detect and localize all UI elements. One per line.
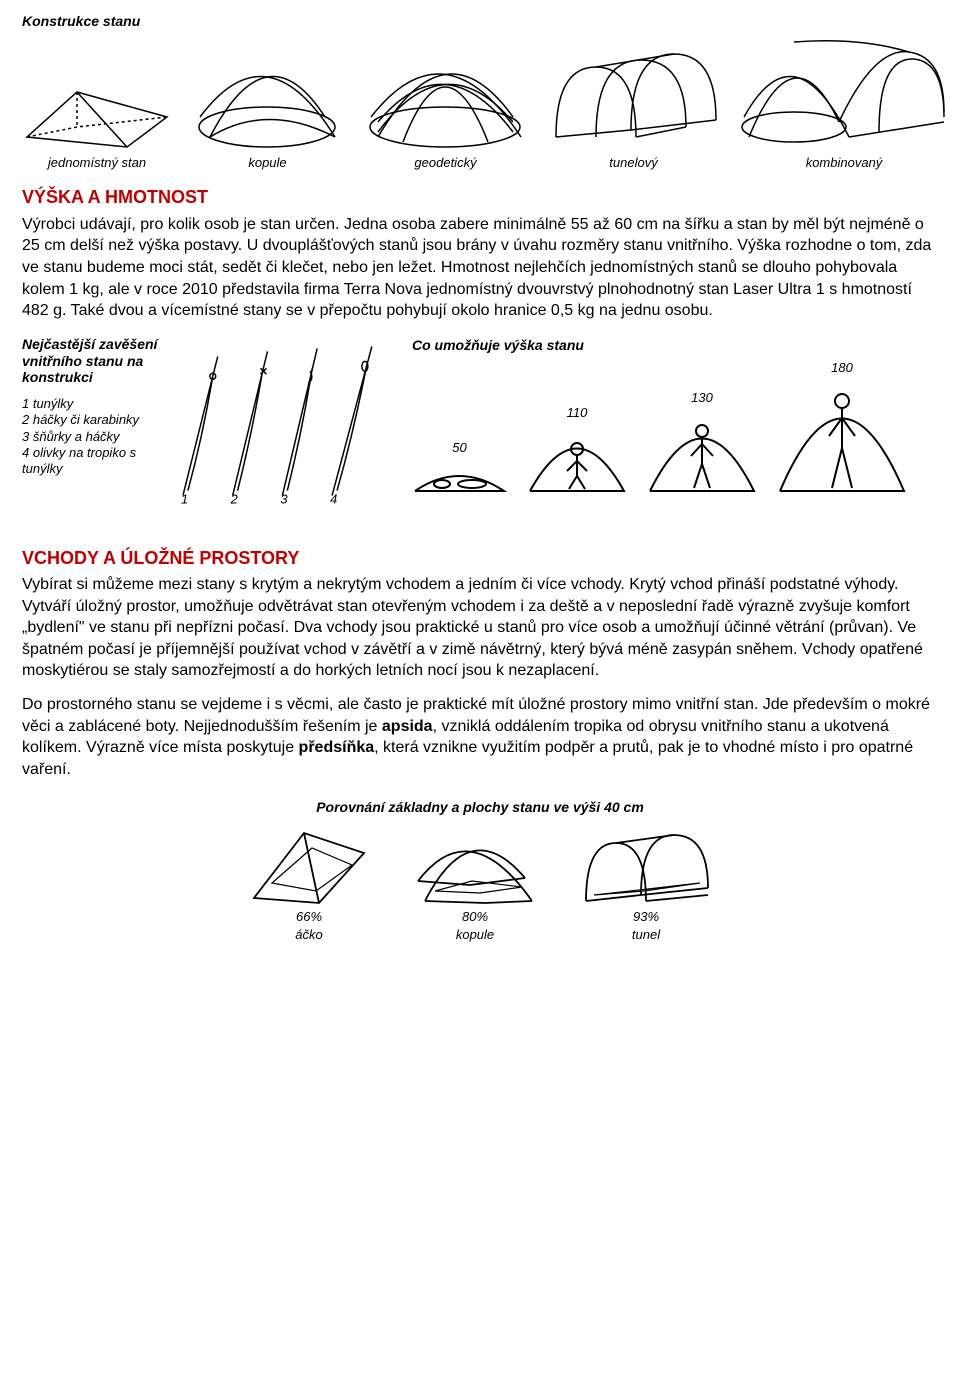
tent-dome-label: kopule — [248, 154, 286, 172]
tent-dome-icon — [190, 42, 345, 152]
paragraph-height-weight: Výrobci udávají, pro kolik osob je stan … — [22, 214, 938, 322]
tent-tunnel: tunelový — [546, 42, 721, 172]
tent-geodetic-label: geodetický — [414, 154, 476, 172]
height-130-icon — [647, 406, 757, 496]
hanging-item: 3 šňůrky a háčky — [22, 429, 161, 445]
footprint-acko-label: áčko — [244, 926, 374, 944]
tent-dome: kopule — [190, 42, 345, 172]
heights-infographic: Co umožňuje výška stanu 50 110 130 — [412, 336, 938, 496]
hanging-diagram-icon: 1 2 3 4 — [173, 336, 382, 506]
height-110: 110 — [527, 404, 627, 497]
height-50-icon — [412, 456, 507, 496]
hanging-infographic: Nejčastější zavěšení vnitřního stanu na … — [22, 336, 382, 506]
tent-geodetic-icon — [363, 42, 528, 152]
paragraph-entries-2: Do prostorného stanu se vejdeme i s věcm… — [22, 694, 938, 780]
hanging-item: 4 olivky na tropiko s tunýlky — [22, 445, 161, 478]
footprint-tunel-icon — [576, 823, 716, 908]
construction-infographic: Konstrukce stanu jednomístný stan — [22, 12, 938, 171]
footprint-kopule-label: kopule — [410, 926, 540, 944]
construction-row: jednomístný stan kopule — [22, 37, 938, 172]
footprint-kopule-icon — [410, 823, 540, 908]
paragraph-entries-1: Vybírat si můžeme mezi stany s krytým a … — [22, 574, 938, 682]
tent-geodetic: geodetický — [363, 42, 528, 172]
footprint-tunel-pct: 93% — [576, 908, 716, 926]
tent-single-icon — [22, 72, 172, 152]
height-50: 50 — [412, 439, 507, 497]
height-110-icon — [527, 421, 627, 496]
construction-title: Konstrukce stanu — [22, 12, 938, 31]
svg-text:4: 4 — [330, 491, 337, 505]
svg-text:2: 2 — [230, 491, 238, 505]
hanging-list: 1 tunýlky 2 háčky či karabinky 3 šňůrky … — [22, 396, 161, 477]
hanging-item: 1 tunýlky — [22, 396, 161, 412]
footprint-infographic: Porovnání základny a plochy stanu ve výš… — [22, 798, 938, 943]
footprint-acko-icon — [244, 823, 374, 908]
hang-num-1: 1 — [181, 491, 188, 505]
heading-height-weight: VÝŠKA A HMOTNOST — [22, 185, 938, 209]
hanging-title: Nejčastější zavěšení vnitřního stanu na … — [22, 336, 161, 386]
mid-diagrams: Nejčastější zavěšení vnitřního stanu na … — [22, 336, 938, 506]
tent-combined-label: kombinovaný — [806, 154, 883, 172]
height-180: 180 — [777, 359, 907, 497]
footprint-tunel-label: tunel — [576, 926, 716, 944]
footprint-acko: 66% áčko — [244, 823, 374, 943]
footprint-title: Porovnání základny a plochy stanu ve výš… — [22, 798, 938, 817]
heading-entries-storage: VCHODY A ÚLOŽNÉ PROSTORY — [22, 546, 938, 570]
footprint-kopule: 80% kopule — [410, 823, 540, 943]
hanging-item: 2 háčky či karabinky — [22, 412, 161, 428]
footprint-kopule-pct: 80% — [410, 908, 540, 926]
bold-predsinka: předsíňka — [299, 739, 375, 756]
tent-single: jednomístný stan — [22, 72, 172, 172]
heights-title: Co umožňuje výška stanu — [412, 336, 938, 355]
tent-tunnel-label: tunelový — [609, 154, 657, 172]
tent-single-label: jednomístný stan — [48, 154, 146, 172]
footprint-tunel: 93% tunel — [576, 823, 716, 943]
bold-apsida: apsida — [382, 718, 433, 735]
tent-tunnel-icon — [546, 42, 721, 152]
tent-combined: kombinovaný — [739, 37, 949, 172]
footprint-acko-pct: 66% — [244, 908, 374, 926]
height-130: 130 — [647, 389, 757, 497]
height-180-icon — [777, 376, 907, 496]
tent-combined-icon — [739, 37, 949, 152]
svg-text:3: 3 — [281, 491, 289, 505]
